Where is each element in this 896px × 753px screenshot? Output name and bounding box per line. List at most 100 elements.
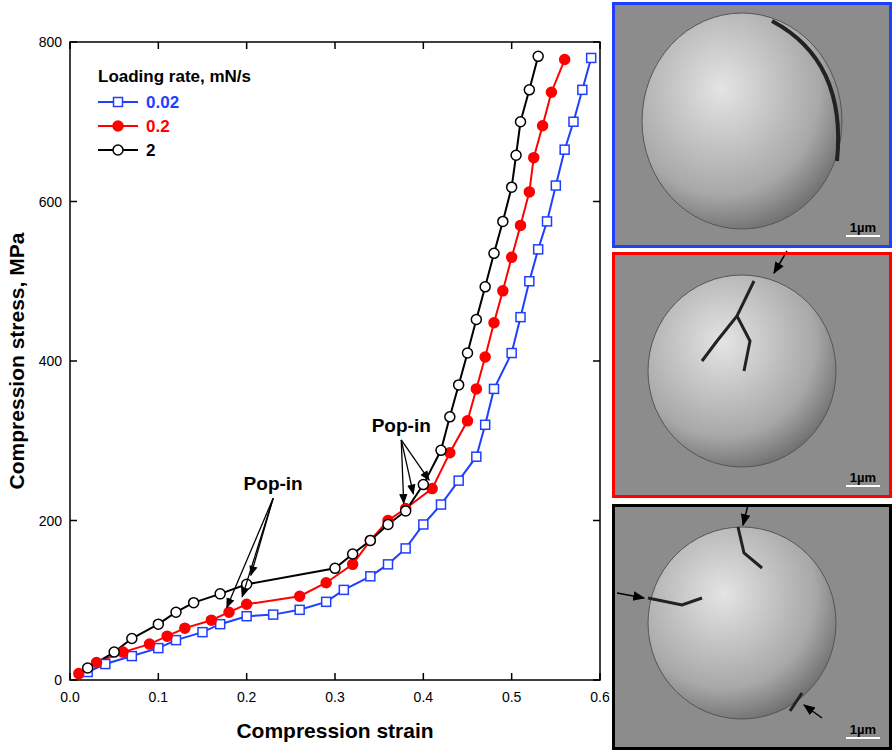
data-point — [348, 549, 358, 559]
y-tick-right — [593, 201, 600, 203]
y-tick — [70, 201, 77, 203]
scale-bar — [846, 737, 880, 739]
data-point — [224, 607, 234, 617]
data-point — [543, 217, 552, 226]
x-tick-top — [599, 42, 601, 49]
series-line — [88, 56, 539, 668]
x-tick-label: 0.0 — [60, 689, 80, 705]
x-tick-label: 0.4 — [414, 689, 434, 705]
data-point — [419, 520, 428, 529]
scale-bar — [846, 235, 880, 237]
x-tick — [158, 673, 160, 680]
data-point — [471, 315, 481, 325]
y-tick-label: 600 — [39, 194, 63, 210]
data-point — [322, 597, 331, 606]
x-tick — [69, 673, 71, 680]
sem-background — [612, 504, 892, 750]
data-point — [546, 87, 556, 97]
sem-sphere — [648, 527, 836, 719]
y-tick-right — [593, 520, 600, 522]
data-point — [242, 612, 251, 621]
data-point — [481, 420, 490, 429]
data-point — [189, 598, 199, 608]
y-tick — [70, 360, 77, 362]
data-point — [127, 634, 137, 644]
sem-background — [612, 2, 892, 248]
data-point — [463, 348, 473, 358]
y-tick-label: 200 — [39, 513, 63, 529]
annotation-text: Pop-in — [372, 415, 431, 436]
y-tick — [70, 41, 77, 43]
data-point — [153, 619, 163, 629]
sem-arrow — [804, 705, 822, 718]
data-point — [472, 452, 481, 461]
scale-bar-label: 1µm — [850, 220, 876, 235]
y-tick — [70, 520, 77, 522]
data-point — [489, 248, 499, 258]
x-tick — [423, 673, 425, 680]
data-point — [471, 384, 481, 394]
data-point — [171, 607, 181, 617]
annotation-arrow — [242, 498, 273, 597]
x-tick-top — [69, 42, 71, 49]
legend-label: 2 — [146, 141, 155, 160]
figure: 0.00.10.20.30.40.50.60200400600800Compre… — [0, 0, 896, 753]
x-tick — [599, 673, 601, 680]
sem-panel: 1µm — [612, 2, 892, 248]
data-point — [490, 384, 499, 393]
data-point — [578, 85, 587, 94]
data-point — [534, 245, 543, 254]
data-point — [215, 589, 225, 599]
annotation-text: Pop-in — [244, 473, 303, 494]
y-tick-label: 400 — [39, 353, 63, 369]
sem-arrow — [617, 593, 644, 598]
data-point — [569, 117, 578, 126]
data-point — [206, 615, 216, 625]
y-tick-right — [593, 360, 600, 362]
data-point — [560, 55, 570, 65]
sem-crack — [702, 281, 754, 371]
data-point — [401, 506, 411, 516]
data-point — [83, 663, 93, 673]
sem-panel: 1µm — [612, 251, 892, 498]
annotation-arrow — [227, 498, 273, 607]
x-tick-top — [246, 42, 248, 49]
y-tick-label: 800 — [39, 34, 63, 50]
data-point — [437, 500, 446, 509]
annotation-arrow — [401, 440, 429, 480]
legend-marker — [113, 145, 123, 155]
series-line — [88, 58, 592, 672]
data-point — [524, 85, 534, 95]
data-point — [507, 349, 516, 358]
data-point — [463, 416, 473, 426]
data-point — [489, 318, 499, 328]
x-tick-label: 0.2 — [237, 689, 257, 705]
data-point — [162, 631, 172, 641]
series-line — [79, 60, 565, 674]
data-point — [109, 647, 119, 657]
sem-sphere — [642, 13, 842, 229]
x-tick-label: 0.6 — [590, 689, 610, 705]
data-point — [436, 445, 446, 455]
x-tick — [511, 673, 513, 680]
data-point — [365, 535, 375, 545]
sem-arrow — [743, 505, 748, 525]
sem-panel: 1µm — [612, 504, 892, 750]
data-point — [480, 352, 490, 362]
data-point — [524, 187, 534, 197]
sem-background — [612, 252, 892, 498]
data-point — [454, 476, 463, 485]
data-point — [538, 121, 548, 131]
sem-crack — [648, 527, 802, 711]
data-point — [295, 605, 304, 614]
legend-title: Loading rate, mN/s — [98, 67, 251, 86]
data-point — [507, 252, 517, 262]
legend-marker — [114, 98, 123, 107]
data-point — [516, 117, 526, 127]
annotation-bg — [242, 472, 305, 495]
legend-label: 0.2 — [146, 117, 170, 136]
x-tick — [334, 673, 336, 680]
x-axis-title: Compression strain — [236, 719, 433, 742]
data-point — [511, 150, 521, 160]
data-point — [348, 559, 358, 569]
